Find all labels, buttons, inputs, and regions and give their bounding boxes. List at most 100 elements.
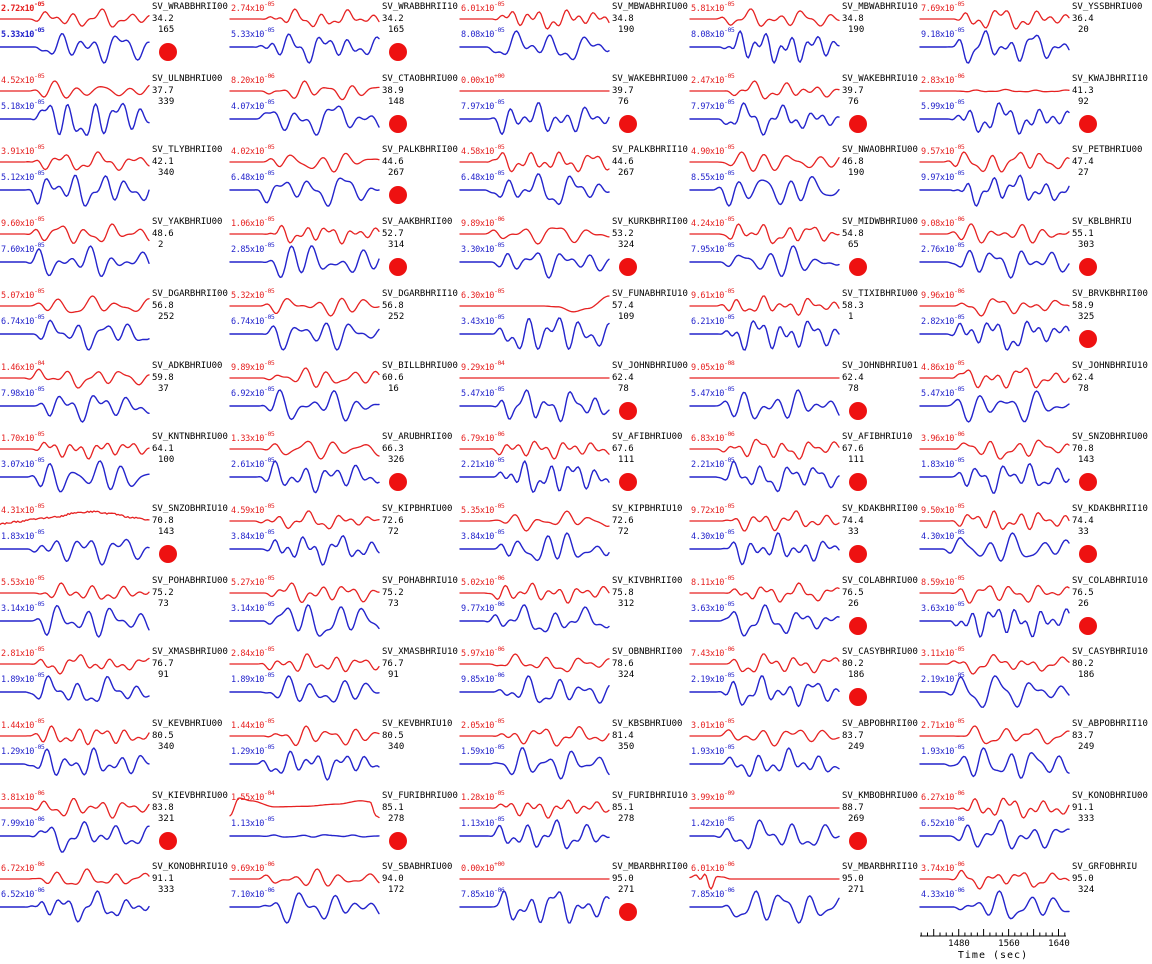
waveform-cell[interactable]: 1.70x10-05 3.07x10-05 SV_KNTNBHRIU00 64.1 10… — [0, 430, 230, 502]
waveform-cell[interactable]: 3.91x10-05 5.12x10-05 SV_TLYBHRII00 42.1 340 — [0, 143, 230, 215]
waveform-cell[interactable]: 5.97x10-06 9.85x10-06 SV_OBNBHRII00 78.6 324 — [459, 645, 690, 717]
waveform-cell[interactable]: 5.27x10-05 3.14x10-05 SV_POHABHRIU10 75.2 73 — [229, 574, 460, 646]
selected-station-dot[interactable] — [619, 258, 637, 276]
synthetic-amplitude-label: 3.84x10-05 — [231, 528, 275, 542]
station-label: SV_CASYBHRIU00 — [842, 647, 918, 657]
data-amplitude-label: 3.74x10-06 — [921, 860, 965, 874]
waveform-cell[interactable]: 5.53x10-05 3.14x10-05 SV_POHABHRIU00 75.2 73 — [0, 574, 230, 646]
waveform-cell[interactable]: 3.74x10-06 4.33x10-06 SV_GRFOBHRIU 95.0 324 — [919, 860, 1150, 932]
data-trace — [459, 377, 610, 379]
waveform-cell[interactable]: 0.00x10+00 7.97x10-05 SV_WAKEBHRIU00 39.7 76 — [459, 72, 690, 144]
selected-station-dot[interactable] — [849, 115, 867, 133]
waveform-cell[interactable]: 6.83x10-06 2.21x10-05 SV_AFIBHRIU10 67.6 111 — [689, 430, 920, 502]
selected-station-dot[interactable] — [1079, 330, 1097, 348]
waveform-cell[interactable]: 2.84x10-05 1.89x10-05 SV_XMASBHRIU10 76.7 91 — [229, 645, 460, 717]
waveform-cell[interactable]: 3.99x10-09 1.42x10-05 SV_KMBOBHRIU00 88.7 26… — [689, 789, 920, 861]
selected-station-dot[interactable] — [619, 402, 637, 420]
waveform-cell[interactable]: 5.07x10-05 6.74x10-05 SV_DGARBHRII00 56.8 25… — [0, 287, 230, 359]
selected-station-dot[interactable] — [159, 43, 177, 61]
waveform-cell[interactable]: 1.55x10-04 1.13x10-05 SV_FURIBHRIU00 85.1 27… — [229, 789, 460, 861]
waveform-cell[interactable]: 6.01x10-05 8.08x10-05 SV_MBWABHRIU00 34.8 19… — [459, 0, 690, 72]
waveform-cell[interactable]: 9.89x10-06 3.30x10-05 SV_KURKBHRII00 53.2 32… — [459, 215, 690, 287]
waveform-cell[interactable]: 1.46x10-04 7.98x10-05 SV_ADKBHRIU00 59.8 37 — [0, 359, 230, 431]
waveform-cell[interactable]: 3.96x10-06 1.83x10-05 SV_SNZOBHRIU00 70.8 14… — [919, 430, 1150, 502]
selected-station-dot[interactable] — [389, 473, 407, 491]
waveform-cell[interactable]: 9.29x10-04 5.47x10-05 SV_JOHNBHRIU00 62.4 78 — [459, 359, 690, 431]
waveform-cell[interactable]: 7.69x10-05 9.18x10-05 SV_YSSBHRIU00 36.4 20 — [919, 0, 1150, 72]
selected-station-dot[interactable] — [389, 115, 407, 133]
selected-station-dot[interactable] — [1079, 473, 1097, 491]
waveform-cell[interactable]: 2.72x10-05 5.33x10-05 SV_WRABBHRII00 34.2 16… — [0, 0, 230, 72]
selected-station-dot[interactable] — [1079, 617, 1097, 635]
selected-station-dot[interactable] — [849, 545, 867, 563]
selected-station-dot[interactable] — [619, 115, 637, 133]
waveform-cell[interactable]: 1.06x10-05 2.85x10-05 SV_AAKBHRII00 52.7 314 — [229, 215, 460, 287]
azimuth-value: 314 — [388, 240, 405, 250]
waveform-cell[interactable]: 8.59x10-05 3.63x10-05 SV_COLABHRIU10 76.5 26 — [919, 574, 1150, 646]
waveform-cell[interactable]: 8.11x10-05 3.63x10-05 SV_COLABHRIU00 76.5 26 — [689, 574, 920, 646]
azimuth-value: 72 — [388, 527, 399, 537]
waveform-cell[interactable]: 3.81x10-06 7.99x10-06 SV_KIEVBHRIU00 83.8 32… — [0, 789, 230, 861]
waveform-cell[interactable]: 1.28x10-05 1.13x10-05 SV_FURIBHRIU10 85.1 27… — [459, 789, 690, 861]
selected-station-dot[interactable] — [849, 258, 867, 276]
waveform-cell[interactable]: 2.74x10-05 5.33x10-05 SV_WRABBHRII10 34.2 16… — [229, 0, 460, 72]
waveform-cell[interactable]: 9.72x10-05 4.30x10-05 SV_KDAKBHRII00 74.4 33 — [689, 502, 920, 574]
selected-station-dot[interactable] — [849, 402, 867, 420]
selected-station-dot[interactable] — [1079, 258, 1097, 276]
waveform-cell[interactable]: 0.00x10+00 7.85x10-06 SV_MBARBHRII00 95.0 27… — [459, 860, 690, 932]
waveform-cell[interactable]: 9.08x10-06 2.76x10-05 SV_KBLBHRIU 55.1 303 — [919, 215, 1150, 287]
waveform-cell[interactable]: 2.83x10-06 5.99x10-05 SV_KWAJBHRII10 41.3 92 — [919, 72, 1150, 144]
waveform-cell[interactable]: 4.52x10-05 5.18x10-05 SV_ULNBHRIU00 37.7 339 — [0, 72, 230, 144]
selected-station-dot[interactable] — [849, 473, 867, 491]
selected-station-dot[interactable] — [619, 473, 637, 491]
waveform-cell[interactable]: 1.44x10-05 1.29x10-05 SV_KEVBHRIU00 80.5 340 — [0, 717, 230, 789]
waveform-cell[interactable]: 8.20x10-06 4.07x10-05 SV_CTAOBHRIU00 38.9 14… — [229, 72, 460, 144]
selected-station-dot[interactable] — [619, 903, 637, 921]
waveform-cell[interactable]: 9.89x10-05 6.92x10-05 SV_BILLBHRIU00 60.6 16 — [229, 359, 460, 431]
waveform-cell[interactable]: 5.32x10-05 6.74x10-05 SV_DGARBHRII10 56.8 25… — [229, 287, 460, 359]
waveform-cell[interactable]: 7.43x10-06 2.19x10-05 SV_CASYBHRIU00 80.2 18… — [689, 645, 920, 717]
waveform-cell[interactable]: 1.33x10-05 2.61x10-05 SV_ARUBHRII00 66.3 326 — [229, 430, 460, 502]
waveform-cell[interactable]: 2.05x10-05 1.59x10-05 SV_KBSBHRIU00 81.4 350 — [459, 717, 690, 789]
waveform-cell[interactable]: 6.72x10-06 6.52x10-06 SV_KONOBHRIU10 91.1 33… — [0, 860, 230, 932]
selected-station-dot[interactable] — [1079, 545, 1097, 563]
waveform-cell[interactable]: 9.96x10-06 2.82x10-05 SV_BRVKBHRII00 58.9 32… — [919, 287, 1150, 359]
waveform-cell[interactable]: 5.35x10-05 3.84x10-05 SV_KIPBHRIU10 72.6 72 — [459, 502, 690, 574]
waveform-cell[interactable]: 9.69x10-06 7.10x10-06 SV_SBABHRIU00 94.0 172 — [229, 860, 460, 932]
waveform-cell[interactable]: 6.30x10-05 3.43x10-05 SV_FUNABHRIU10 57.4 10… — [459, 287, 690, 359]
distance-value: 70.8 — [1072, 443, 1094, 454]
selected-station-dot[interactable] — [159, 545, 177, 563]
waveform-cell[interactable]: 5.81x10-05 8.08x10-05 SV_MBWABHRIU10 34.8 19… — [689, 0, 920, 72]
selected-station-dot[interactable] — [389, 43, 407, 61]
selected-station-dot[interactable] — [389, 186, 407, 204]
waveform-cell[interactable]: 4.59x10-05 3.84x10-05 SV_KIPBHRIU00 72.6 72 — [229, 502, 460, 574]
selected-station-dot[interactable] — [849, 617, 867, 635]
selected-station-dot[interactable] — [849, 832, 867, 850]
waveform-cell[interactable]: 4.24x10-05 7.95x10-05 SV_MIDWBHRIU00 54.8 65 — [689, 215, 920, 287]
waveform-cell[interactable]: 3.01x10-05 1.93x10-05 SV_ABPOBHRII00 83.7 24… — [689, 717, 920, 789]
selected-station-dot[interactable] — [389, 832, 407, 850]
waveform-cell[interactable]: 4.58x10-05 6.48x10-05 SV_PALKBHRII10 44.6 26… — [459, 143, 690, 215]
selected-station-dot[interactable] — [1079, 115, 1097, 133]
waveform-cell[interactable]: 4.31x10-05 1.83x10-05 SV_SNZOBHRIU10 70.8 14… — [0, 502, 230, 574]
waveform-cell[interactable]: 9.05x10-08 5.47x10-05 SV_JOHNBHRIU01 62.4 78 — [689, 359, 920, 431]
waveform-cell[interactable]: 3.11x10-05 2.19x10-05 SV_CASYBHRIU10 80.2 18… — [919, 645, 1150, 717]
waveform-cell[interactable]: 2.81x10-05 1.89x10-05 SV_XMASBHRIU00 76.7 91 — [0, 645, 230, 717]
waveform-cell[interactable]: 9.57x10-05 9.97x10-05 SV_PETBHRIU00 47.4 27 — [919, 143, 1150, 215]
selected-station-dot[interactable] — [389, 258, 407, 276]
waveform-cell[interactable]: 5.02x10-06 9.77x10-06 SV_KIVBHRII00 75.8 312 — [459, 574, 690, 646]
waveform-cell[interactable]: 9.50x10-05 4.30x10-05 SV_KDAKBHRII10 74.4 33 — [919, 502, 1150, 574]
waveform-cell[interactable]: 4.90x10-05 8.55x10-05 SV_NWAOBHRIU00 46.8 19… — [689, 143, 920, 215]
waveform-cell[interactable]: 9.61x10-05 6.21x10-05 SV_TIXIBHRIU00 58.3 1 — [689, 287, 920, 359]
waveform-cell[interactable]: 6.01x10-06 7.85x10-06 SV_MBARBHRII10 95.0 27… — [689, 860, 920, 932]
waveform-cell[interactable]: 4.02x10-05 6.48x10-05 SV_PALKBHRII00 44.6 26… — [229, 143, 460, 215]
selected-station-dot[interactable] — [849, 688, 867, 706]
waveform-cell[interactable]: 6.79x10-06 2.21x10-05 SV_AFIBHRIU00 67.6 111 — [459, 430, 690, 502]
waveform-cell[interactable]: 9.60x10-05 7.60x10-05 SV_YAKBHRIU00 48.6 2 — [0, 215, 230, 287]
waveform-cell[interactable]: 2.71x10-05 1.93x10-05 SV_ABPOBHRII10 83.7 24… — [919, 717, 1150, 789]
waveform-cell[interactable]: 4.86x10-05 5.47x10-05 SV_JOHNBHRIU10 62.4 78 — [919, 359, 1150, 431]
waveform-cell[interactable]: 6.27x10-06 6.52x10-06 SV_KONOBHRIU00 91.1 33… — [919, 789, 1150, 861]
waveform-cell[interactable]: 1.44x10-05 1.29x10-05 SV_KEVBHRIU10 80.5 340 — [229, 717, 460, 789]
waveform-cell[interactable]: 2.47x10-05 7.97x10-05 SV_WAKEBHRIU10 39.7 76 — [689, 72, 920, 144]
selected-station-dot[interactable] — [159, 832, 177, 850]
